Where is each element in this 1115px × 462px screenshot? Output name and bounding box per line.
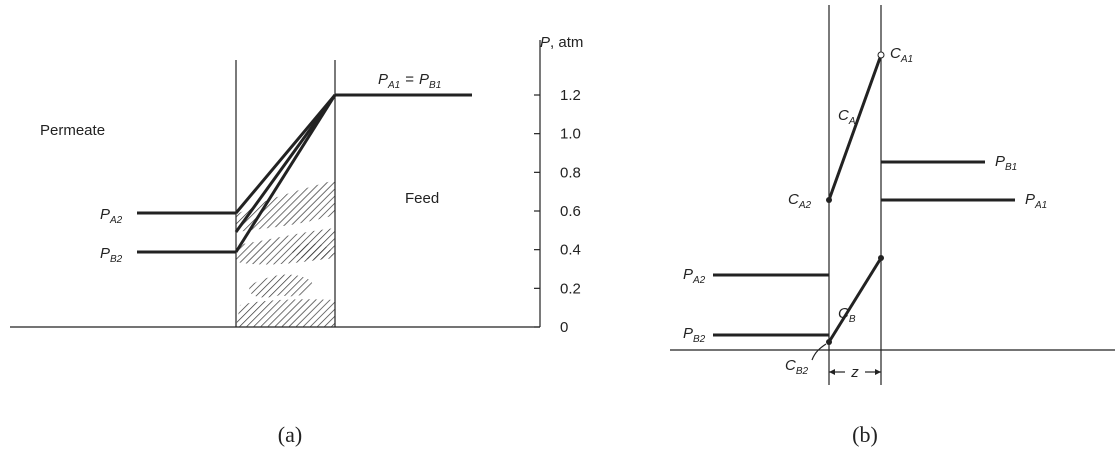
- symbol: P: [100, 206, 110, 223]
- panel-a: 00.20.40.60.81.01.2 P, atm Permeate Feed…: [10, 34, 583, 447]
- tick-label: 0.8: [560, 164, 581, 181]
- tick-label: 0.6: [560, 203, 581, 220]
- subscript: A1: [1034, 200, 1047, 211]
- pb1-label: PB1: [995, 153, 1017, 173]
- pa2-label: PA2: [100, 206, 123, 226]
- tick-label: 0: [560, 319, 568, 336]
- permeate-label: Permeate: [40, 122, 105, 139]
- subscript: A2: [692, 275, 706, 286]
- point: [878, 255, 884, 261]
- operator: =: [405, 71, 414, 88]
- subscript: B2: [110, 254, 123, 265]
- axis-symbol: P: [540, 34, 550, 51]
- symbol: P: [683, 325, 693, 342]
- subscript: B1: [429, 80, 441, 91]
- point: [826, 339, 832, 345]
- subscript: B1: [1005, 162, 1017, 173]
- membrane-hatch: [236, 180, 335, 327]
- symbol: C: [890, 45, 901, 62]
- ca-label: CA: [838, 107, 856, 127]
- subscript: A2: [109, 215, 123, 226]
- subscript: B2: [796, 366, 809, 377]
- tick-label: 0.4: [560, 242, 581, 259]
- subscript: B2: [693, 334, 706, 345]
- symbol: P: [378, 71, 388, 88]
- symbol: C: [838, 107, 849, 124]
- tick-label: 1.2: [560, 87, 581, 104]
- pb-gradient: [236, 95, 335, 252]
- caption: (b): [852, 422, 878, 447]
- feed-equation: PA1=PB1: [378, 71, 441, 91]
- subscript: A1: [387, 80, 400, 91]
- symbol: P: [419, 71, 429, 88]
- ca2-label: CA2: [788, 191, 812, 211]
- pa1-label: PA1: [1025, 191, 1047, 211]
- axis-unit: , atm: [550, 34, 583, 51]
- point: [878, 52, 884, 58]
- pb2-label: PB2: [100, 245, 123, 265]
- cb2-label: CB2: [785, 357, 809, 377]
- caption: (a): [278, 422, 302, 447]
- pointer-arrow: [812, 344, 826, 360]
- symbol: P: [100, 245, 110, 262]
- tick-label: 1.0: [560, 126, 581, 143]
- subscript: A: [848, 116, 856, 127]
- point: [826, 197, 832, 203]
- figure: 00.20.40.60.81.01.2 P, atm Permeate Feed…: [0, 0, 1115, 457]
- panel-b: z CA1 CA CA2 PB1 PA1 PA2 CB PB2 CB2 (b): [670, 5, 1115, 447]
- ca-line: [829, 55, 881, 200]
- ca1-label: CA1: [890, 45, 913, 65]
- axis-ticks: 0 0.2 0.4 0.6 0.8 1.0 1.2: [534, 87, 581, 336]
- subscript: B: [849, 314, 856, 325]
- pb2-label: PB2: [683, 325, 706, 345]
- feed-label: Feed: [405, 190, 439, 207]
- symbol: C: [785, 357, 796, 374]
- z-label: z: [850, 364, 859, 381]
- pa2-label: PA2: [683, 266, 706, 286]
- axis-label: P, atm: [540, 34, 583, 51]
- tick-label: 0.2: [560, 280, 581, 297]
- symbol: P: [995, 153, 1005, 170]
- symbol: C: [788, 191, 799, 208]
- symbol: P: [1025, 191, 1035, 208]
- subscript: A1: [900, 54, 913, 65]
- subscript: A2: [798, 200, 812, 211]
- cb-line: [829, 258, 881, 342]
- symbol: P: [683, 266, 693, 283]
- symbol: C: [838, 305, 849, 322]
